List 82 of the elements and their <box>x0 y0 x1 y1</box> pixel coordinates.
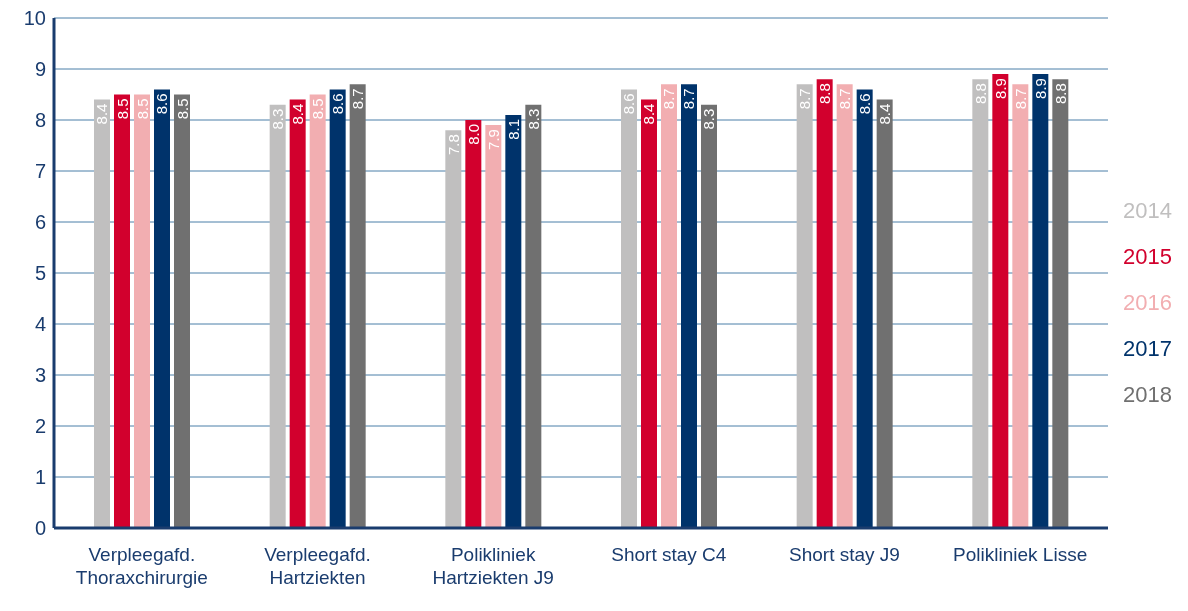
bar <box>836 84 853 528</box>
data-label: 8.6 <box>153 93 171 115</box>
y-tick-label: 9 <box>34 58 46 81</box>
data-label: 8.7 <box>796 88 814 110</box>
data-label: 8.7 <box>1011 88 1029 110</box>
bar <box>1032 74 1049 528</box>
x-tick-label: Short stay J9 <box>789 544 900 566</box>
bar <box>1052 79 1069 528</box>
bar <box>661 84 677 528</box>
data-label: 8.7 <box>836 88 854 110</box>
data-label: 8.7 <box>680 88 698 110</box>
data-label: 8.6 <box>620 93 638 115</box>
data-label: 8.5 <box>133 98 151 120</box>
y-tick-label: 5 <box>34 262 46 285</box>
data-label: 8.9 <box>1031 78 1049 99</box>
data-label: 8.4 <box>876 103 894 125</box>
data-label: 8.4 <box>289 103 307 125</box>
x-tick-label: Polikliniek Lisse <box>953 544 1088 566</box>
data-label: 8.6 <box>856 93 874 115</box>
bar <box>174 94 190 528</box>
text: 2017 <box>1123 335 1172 363</box>
data-label: 8.3 <box>269 108 287 130</box>
data-label: 8.5 <box>173 98 191 120</box>
bar <box>154 89 170 528</box>
data-label: 8.5 <box>309 98 327 120</box>
bar <box>94 99 110 528</box>
y-tick-label: 4 <box>34 313 46 336</box>
bar <box>114 94 130 528</box>
bar <box>134 94 150 528</box>
data-label: 8.8 <box>816 83 834 105</box>
x-tick-label: Short stay C4 <box>611 544 727 566</box>
data-label: 8.1 <box>504 118 522 140</box>
x-tick-label: Verpleegafd. Thoraxchirurgie <box>75 544 208 588</box>
y-tick-label: 7 <box>34 160 46 183</box>
bar <box>621 89 637 528</box>
y-tick-label: 2 <box>34 415 46 438</box>
data-label: 8.4 <box>640 103 658 125</box>
data-label: 8.7 <box>660 88 678 110</box>
data-label: 8.4 <box>93 103 111 125</box>
bar <box>349 84 366 528</box>
bar <box>329 89 346 528</box>
text: 2016 <box>1123 289 1172 317</box>
bar <box>816 79 833 528</box>
data-label: 8.3 <box>700 108 718 130</box>
y-tick-label: 6 <box>34 211 46 234</box>
bar <box>1012 84 1029 528</box>
x-tick-label: Verpleegafd. Hartziekten <box>264 544 371 588</box>
bar <box>525 104 542 528</box>
data-label: 7.8 <box>444 134 462 156</box>
bar <box>269 104 286 528</box>
x-tick-label: Polikliniek Hartziekten J9 <box>432 544 554 588</box>
bar <box>505 114 522 528</box>
y-tick-label: 1 <box>34 466 46 489</box>
data-label: 8.0 <box>464 124 482 145</box>
bar <box>972 79 989 528</box>
bar <box>465 120 482 528</box>
data-label: 8.5 <box>113 98 131 120</box>
data-label: 8.7 <box>349 88 367 110</box>
bar <box>992 74 1009 528</box>
bar <box>641 99 657 528</box>
bar <box>445 130 462 528</box>
data-label: 8.6 <box>329 93 347 115</box>
y-tick-label: 3 <box>34 364 46 387</box>
text: 2014 <box>1123 197 1172 225</box>
bar <box>309 94 326 528</box>
bar <box>856 89 873 528</box>
data-label: 8.9 <box>991 78 1009 99</box>
bar <box>701 104 717 528</box>
bar <box>681 84 697 528</box>
y-tick-label: 0 <box>34 517 46 540</box>
text: 2018 <box>1123 381 1172 409</box>
text: 2015 <box>1123 243 1172 271</box>
bar <box>796 84 813 528</box>
data-label: 8.8 <box>1051 83 1069 105</box>
data-label: 8.3 <box>524 108 542 130</box>
bar <box>485 125 502 528</box>
bar <box>289 99 306 528</box>
bar <box>876 99 893 528</box>
y-tick-label: 8 <box>34 109 46 132</box>
data-label: 7.9 <box>484 129 502 150</box>
data-label: 8.8 <box>971 83 989 105</box>
y-tick-label: 10 <box>23 7 46 30</box>
